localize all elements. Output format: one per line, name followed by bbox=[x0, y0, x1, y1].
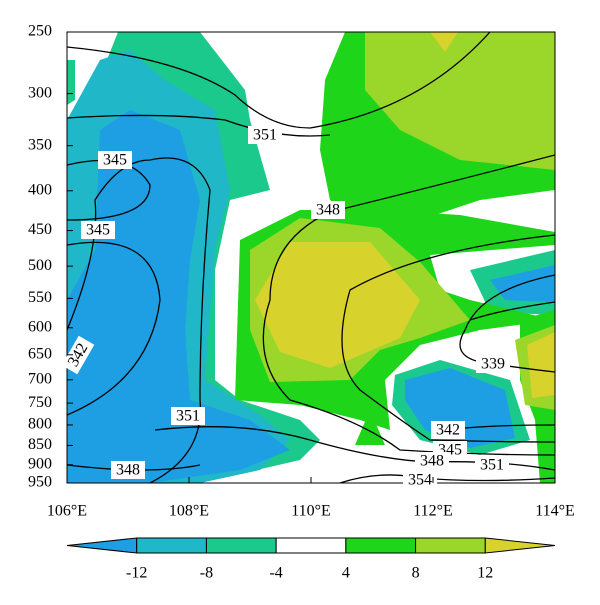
contour-label: 345 bbox=[98, 151, 132, 169]
colorbar-label: 12 bbox=[477, 565, 493, 582]
region bbox=[67, 110, 290, 483]
axes: 250 300 350 400 450 500 550 600 650 700 750 800 850 9… bbox=[28, 23, 575, 520]
colorbar-label: 4 bbox=[342, 565, 350, 582]
colorbar-segment bbox=[415, 537, 486, 554]
contour-label-text: 351 bbox=[253, 127, 277, 144]
colorbar-segment bbox=[484, 537, 556, 554]
label-box bbox=[61, 335, 95, 375]
contour-line bbox=[67, 114, 331, 137]
colorbar-label: 8 bbox=[412, 565, 420, 582]
contour-line bbox=[67, 32, 491, 129]
contour-line bbox=[339, 474, 555, 483]
contour-label: 345 bbox=[81, 221, 115, 239]
label-box bbox=[476, 355, 510, 373]
x-tick-label: 110°E bbox=[291, 503, 331, 520]
label-box bbox=[81, 221, 115, 239]
contour-label-text: 351 bbox=[176, 408, 200, 425]
label-box bbox=[311, 201, 345, 219]
y-tick-label: 350 bbox=[28, 136, 52, 153]
x-tick-label: 106°E bbox=[47, 503, 87, 520]
y-tick-label: 800 bbox=[28, 416, 52, 433]
contour-line bbox=[341, 234, 555, 443]
y-tick-label: 400 bbox=[28, 181, 52, 198]
colorbar-segment bbox=[136, 537, 207, 554]
contour-label: 351 bbox=[475, 456, 509, 474]
y-tick-label: 450 bbox=[28, 221, 52, 238]
region bbox=[67, 60, 75, 105]
y-tick-label: 700 bbox=[28, 371, 52, 388]
y-tick-label: 500 bbox=[28, 257, 52, 274]
colorbar-label: -8 bbox=[200, 565, 213, 582]
colorbar-segment bbox=[275, 537, 347, 554]
colorbar-segment bbox=[66, 537, 138, 554]
colorbar-segment bbox=[205, 537, 277, 554]
y-tick-label: 900 bbox=[28, 455, 52, 472]
y-tick-label: 250 bbox=[28, 23, 52, 40]
y-tick-label: 850 bbox=[28, 436, 52, 453]
colorbar-segment bbox=[345, 537, 417, 554]
contour-label-text: 342 bbox=[436, 422, 460, 439]
colorbar: -12 -8 -4 4 8 12 bbox=[66, 537, 556, 582]
filled-contours bbox=[67, 32, 555, 483]
y-tick-label: 600 bbox=[28, 318, 52, 335]
contour-line bbox=[464, 424, 555, 429]
colorbar-label: -4 bbox=[269, 565, 282, 582]
y-tick-label: 650 bbox=[28, 345, 52, 362]
contour-label-text: 339 bbox=[481, 356, 505, 373]
colorbar-label: -12 bbox=[126, 565, 147, 582]
region bbox=[355, 410, 385, 445]
contour-line bbox=[262, 154, 555, 456]
y-tick-label: 300 bbox=[28, 84, 52, 101]
x-tick-label: 108°E bbox=[169, 503, 209, 520]
y-tick-label: 950 bbox=[28, 474, 52, 491]
label-box bbox=[475, 456, 509, 474]
contour-label: 342 bbox=[431, 421, 465, 439]
contour-label-text: 348 bbox=[420, 453, 444, 470]
contour-label-text: 351 bbox=[480, 457, 504, 474]
label-box bbox=[98, 151, 132, 169]
contour-label-text: 354 bbox=[408, 472, 432, 489]
y-tick-label: 550 bbox=[28, 289, 52, 306]
contour-label: 348 bbox=[415, 452, 449, 470]
contour-line bbox=[67, 241, 161, 416]
region bbox=[365, 32, 555, 170]
label-box bbox=[171, 407, 205, 425]
region bbox=[255, 242, 420, 368]
contour-label: 354 bbox=[403, 471, 437, 489]
contour-label-text: 348 bbox=[316, 202, 340, 219]
label-box bbox=[431, 421, 465, 439]
label-box bbox=[415, 452, 449, 470]
contour-label: 348 bbox=[311, 201, 345, 219]
contour-label-text: 348 bbox=[116, 462, 140, 479]
label-box bbox=[248, 126, 282, 144]
contour-label: 351 bbox=[248, 126, 282, 144]
contour-label-text: 345 bbox=[86, 222, 110, 239]
label-box bbox=[111, 461, 145, 479]
region bbox=[527, 332, 555, 398]
x-tick-label: 112°E bbox=[413, 503, 453, 520]
region bbox=[430, 32, 458, 52]
x-tick-label: 114°E bbox=[535, 503, 575, 520]
contour-label-text: 345 bbox=[103, 152, 127, 169]
label-box bbox=[403, 471, 437, 489]
contour-label: 348 bbox=[111, 461, 145, 479]
contour-label: 339 bbox=[476, 355, 510, 373]
contour-line bbox=[459, 274, 555, 373]
y-tick-label: 750 bbox=[28, 394, 52, 411]
contour-label: 351 bbox=[171, 407, 205, 425]
contour-line bbox=[469, 301, 555, 321]
